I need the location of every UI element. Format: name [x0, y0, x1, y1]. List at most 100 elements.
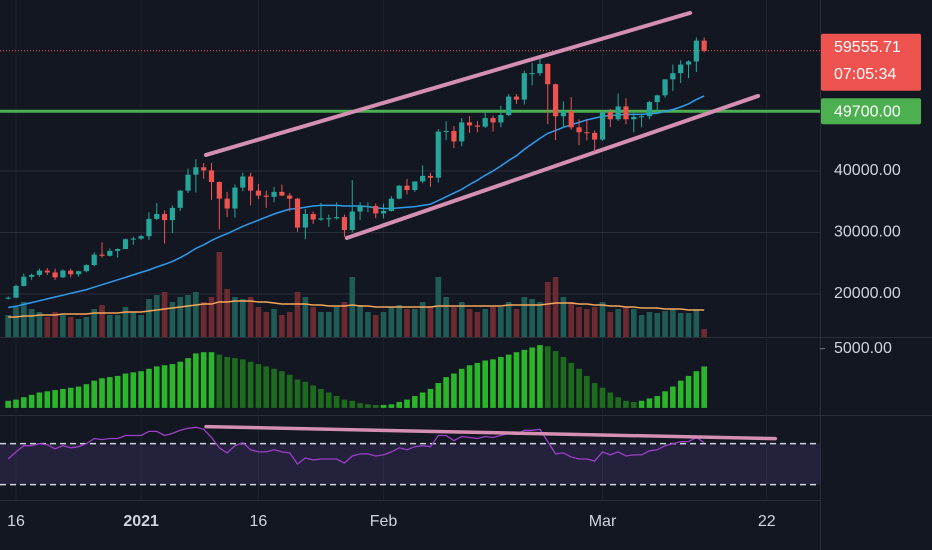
candle-body: [623, 106, 629, 120]
histogram-bar: [404, 399, 410, 408]
histogram-bar: [153, 366, 160, 408]
candle-body: [404, 185, 410, 191]
volume-bar: [67, 317, 74, 337]
volume-bar: [560, 297, 567, 337]
volume-bar: [630, 309, 637, 337]
candle-body: [122, 239, 129, 250]
volume-bar: [404, 309, 410, 337]
histogram-bar: [36, 392, 43, 408]
histogram-bar: [380, 404, 387, 408]
volume-bar: [380, 312, 387, 337]
volume-bar: [498, 307, 504, 337]
volume-bar: [451, 307, 457, 337]
candle-body: [240, 176, 246, 188]
histogram-bar: [646, 398, 653, 408]
candle-body: [373, 206, 379, 214]
histogram-bar: [584, 375, 590, 408]
candle-body: [631, 116, 637, 120]
histogram-bar: [630, 401, 637, 408]
volume-bar: [138, 315, 144, 337]
histogram-bar: [466, 365, 473, 408]
volume-bar: [5, 315, 11, 337]
volume-bar: [310, 307, 316, 337]
volume-bar: [482, 309, 488, 337]
volume-bar: [232, 297, 238, 337]
candle-body: [287, 195, 293, 199]
histogram-bar: [138, 371, 144, 408]
volume-bar: [365, 312, 371, 337]
candle-body: [271, 191, 277, 197]
volume-bar: [638, 315, 645, 337]
candle-body: [506, 96, 512, 115]
histogram-bar: [505, 354, 512, 408]
volume-bar: [13, 307, 19, 337]
trendline: [344, 93, 761, 240]
volume-bar: [52, 312, 58, 337]
histogram-bar: [576, 368, 582, 408]
candle-body: [529, 73, 535, 75]
rsi-band: [0, 443, 820, 485]
histogram-bar: [701, 366, 707, 408]
candle-body: [380, 210, 387, 214]
y-tick-label: 5000.00: [834, 340, 892, 357]
histogram-bar: [427, 388, 434, 408]
candle-body: [490, 118, 496, 123]
candle-body: [670, 73, 676, 80]
x-tick-label: Feb: [370, 513, 398, 530]
candle-body: [161, 214, 168, 221]
histogram-bar: [13, 399, 19, 408]
candle-body: [466, 122, 473, 126]
histogram-bar: [568, 362, 575, 408]
histogram-bar: [114, 375, 121, 408]
volume-bar: [396, 305, 402, 337]
candle-body: [459, 122, 465, 142]
candle-body: [576, 127, 582, 133]
histogram-bar: [216, 354, 223, 408]
histogram-bar: [341, 399, 348, 408]
candle-body: [349, 211, 355, 230]
volume-bar: [193, 292, 199, 337]
histogram-bar: [552, 351, 559, 408]
volume-bar: [357, 305, 363, 337]
histogram-bar: [263, 366, 270, 408]
volume-bar: [576, 307, 582, 337]
histogram-bar: [482, 360, 488, 408]
candle-body: [130, 238, 136, 240]
candle-body: [75, 271, 82, 275]
candle-body: [44, 270, 50, 273]
candle-body: [83, 265, 89, 272]
candle-body: [154, 214, 160, 219]
volume-bar: [615, 309, 621, 337]
volume-bar: [271, 309, 277, 337]
histogram-bar: [654, 396, 661, 408]
candle-body: [169, 207, 175, 221]
histogram-bar: [318, 388, 324, 408]
histogram-bar: [200, 352, 207, 408]
volume-bar: [263, 312, 270, 337]
candle-body: [412, 181, 418, 191]
trendline: [204, 10, 693, 157]
volume-bar: [412, 309, 418, 337]
histogram-bar: [372, 404, 379, 408]
volume-bar: [146, 299, 152, 337]
candle-body: [115, 249, 121, 251]
volume-bar: [107, 315, 113, 337]
histogram-bar: [60, 388, 66, 408]
candle-body: [678, 64, 684, 74]
candle-body: [52, 272, 58, 278]
candle-body: [451, 130, 457, 142]
histogram-bar: [99, 378, 105, 408]
histogram-bar: [247, 361, 254, 408]
histogram-bar: [443, 377, 449, 408]
volume-bar: [584, 309, 590, 337]
volume-bar: [529, 299, 535, 337]
histogram-bar: [412, 396, 418, 408]
candle-body: [29, 274, 35, 277]
candle-body: [193, 167, 199, 175]
histogram-bar: [435, 383, 442, 408]
volume-bar: [99, 305, 105, 337]
candle-body: [248, 176, 254, 191]
candle-body: [443, 130, 449, 132]
